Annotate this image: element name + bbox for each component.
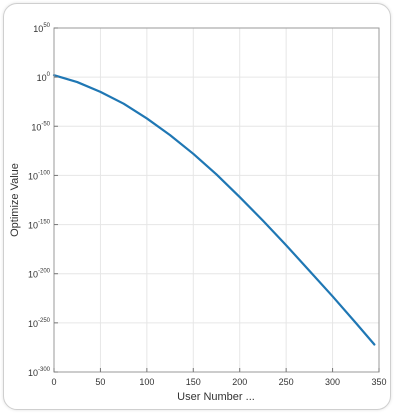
optimize-value-chart: 0 50 100 150 200 250 300 350 1050 100 10-50 10-100… [9, 23, 387, 403]
x-tick-label: 250 [279, 377, 294, 387]
series-line [52, 74, 376, 346]
y-tick-label: 1050 [33, 23, 50, 34]
grid-lines [53, 27, 380, 373]
x-tick-label: 300 [325, 377, 340, 387]
plot-border [53, 27, 380, 373]
y-tick-label: 10-150 [28, 220, 51, 231]
x-axis-label: User Number ... [177, 391, 255, 403]
x-tick-label: 200 [232, 377, 247, 387]
y-tick-label: 100 [37, 72, 51, 83]
y-tick-label: 10-300 [28, 367, 51, 378]
plot-area [54, 28, 379, 372]
y-tick-label: 10-250 [28, 318, 51, 329]
y-tick-label: 10-100 [28, 170, 51, 181]
series-group [52, 74, 376, 346]
y-tick-label: 10-50 [31, 121, 50, 132]
x-tick-labels: 0 50 100 150 200 250 300 350 [51, 368, 387, 387]
y-tick-label: 10-200 [28, 269, 51, 280]
x-tick-label: 50 [95, 377, 105, 387]
y-axis-label: Optimize Value [9, 163, 21, 237]
y-tick-labels: 1050 100 10-50 10-100 10-150 10-200 10-250 10-3… [28, 23, 58, 378]
chart-frame: 0 50 100 150 200 250 300 350 1050 100 10-50 10-100… [3, 3, 391, 410]
x-tick-label: 0 [51, 377, 56, 387]
x-tick-label: 100 [139, 377, 154, 387]
x-tick-label: 350 [371, 377, 386, 387]
x-tick-label: 150 [186, 377, 201, 387]
